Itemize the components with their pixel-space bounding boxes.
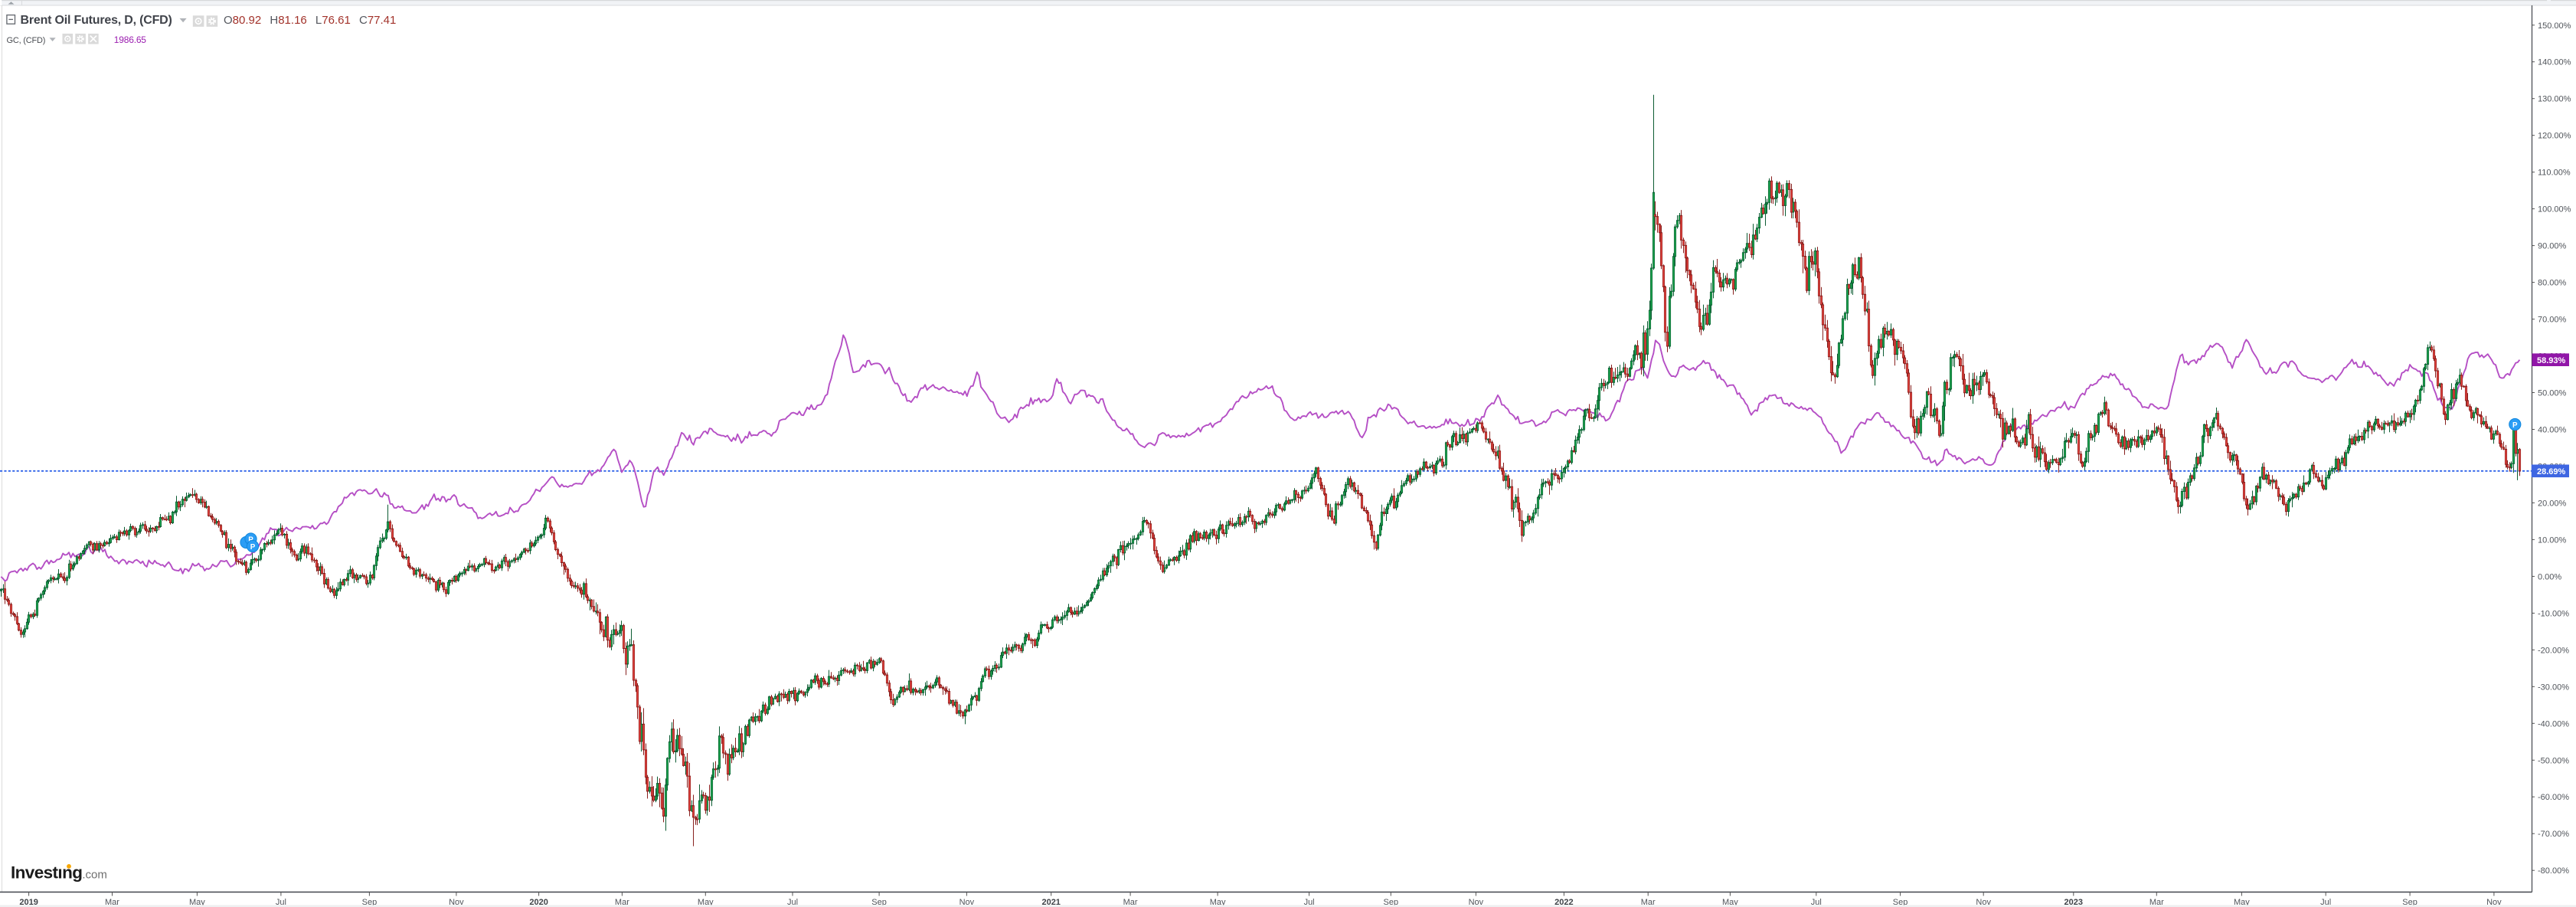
svg-text:-50.00%: -50.00% — [2538, 756, 2569, 765]
svg-text:2021: 2021 — [1041, 898, 1060, 907]
svg-text:2022: 2022 — [1554, 898, 1573, 907]
svg-text:2020: 2020 — [529, 898, 548, 907]
svg-text:70.00%: 70.00% — [2538, 316, 2567, 325]
svg-text:Nov: Nov — [959, 898, 975, 907]
svg-text:Nov: Nov — [2486, 898, 2502, 907]
svg-text:130.00%: 130.00% — [2538, 95, 2571, 104]
svg-text:May: May — [189, 898, 205, 907]
svg-text:GC, (CFD): GC, (CFD) — [7, 36, 46, 45]
svg-text:Brent Oil Futures, D, (CFD): Brent Oil Futures, D, (CFD) — [21, 14, 172, 27]
svg-text:May: May — [1210, 898, 1226, 907]
svg-text:20.00%: 20.00% — [2538, 499, 2567, 508]
svg-text:Nov: Nov — [1469, 898, 1484, 907]
svg-text:1986.65: 1986.65 — [114, 34, 147, 45]
svg-text:-20.00%: -20.00% — [2538, 646, 2569, 655]
svg-text:40.00%: 40.00% — [2538, 426, 2567, 435]
svg-text:May: May — [1722, 898, 1738, 907]
svg-text:-10.00%: -10.00% — [2538, 609, 2569, 618]
svg-text:Sep: Sep — [1384, 898, 1399, 907]
svg-text:-30.00%: -30.00% — [2538, 683, 2569, 692]
svg-text:100.00%: 100.00% — [2538, 205, 2571, 214]
svg-text:Mar: Mar — [1641, 898, 1656, 907]
svg-text:Jul: Jul — [276, 898, 286, 907]
svg-text:-80.00%: -80.00% — [2538, 866, 2569, 876]
svg-text:2023: 2023 — [2064, 898, 2083, 907]
svg-text:120.00%: 120.00% — [2538, 132, 2571, 141]
svg-text:May: May — [698, 898, 714, 907]
svg-text:150.00%: 150.00% — [2538, 21, 2571, 31]
svg-text:10.00%: 10.00% — [2538, 535, 2567, 545]
svg-text:Jul: Jul — [2320, 898, 2331, 907]
svg-text:Mar: Mar — [615, 898, 629, 907]
svg-text:28.69%: 28.69% — [2537, 467, 2566, 476]
svg-text:50.00%: 50.00% — [2538, 389, 2567, 398]
svg-text:Nov: Nov — [1976, 898, 1991, 907]
svg-text:P: P — [250, 543, 256, 552]
svg-text:May: May — [2234, 898, 2250, 907]
svg-text:Investıng.com: Investıng.com — [11, 863, 107, 882]
svg-text:110.00%: 110.00% — [2538, 169, 2571, 178]
svg-text:-40.00%: -40.00% — [2538, 719, 2569, 729]
svg-text:Sep: Sep — [362, 898, 378, 907]
svg-text:-70.00%: -70.00% — [2538, 830, 2569, 839]
svg-text:Jul: Jul — [787, 898, 798, 907]
svg-text:-60.00%: -60.00% — [2538, 793, 2569, 802]
svg-text:Mar: Mar — [105, 898, 119, 907]
svg-text:P: P — [248, 535, 253, 544]
svg-text:90.00%: 90.00% — [2538, 242, 2567, 251]
svg-text:Nov: Nov — [449, 898, 464, 907]
svg-text:Mar: Mar — [2149, 898, 2164, 907]
svg-text:2019: 2019 — [19, 898, 38, 907]
svg-text:Sep: Sep — [1893, 898, 1908, 907]
svg-text:80.00%: 80.00% — [2538, 279, 2567, 288]
svg-text:58.93%: 58.93% — [2537, 356, 2566, 365]
svg-text:Sep: Sep — [871, 898, 887, 907]
svg-text:140.00%: 140.00% — [2538, 58, 2571, 67]
svg-text:Jul: Jul — [1811, 898, 1822, 907]
svg-text:Sep: Sep — [2402, 898, 2417, 907]
svg-text:0.00%: 0.00% — [2538, 572, 2561, 581]
svg-text:Jul: Jul — [1304, 898, 1315, 907]
svg-text:P: P — [2512, 421, 2518, 430]
svg-text:Mar: Mar — [1123, 898, 1138, 907]
